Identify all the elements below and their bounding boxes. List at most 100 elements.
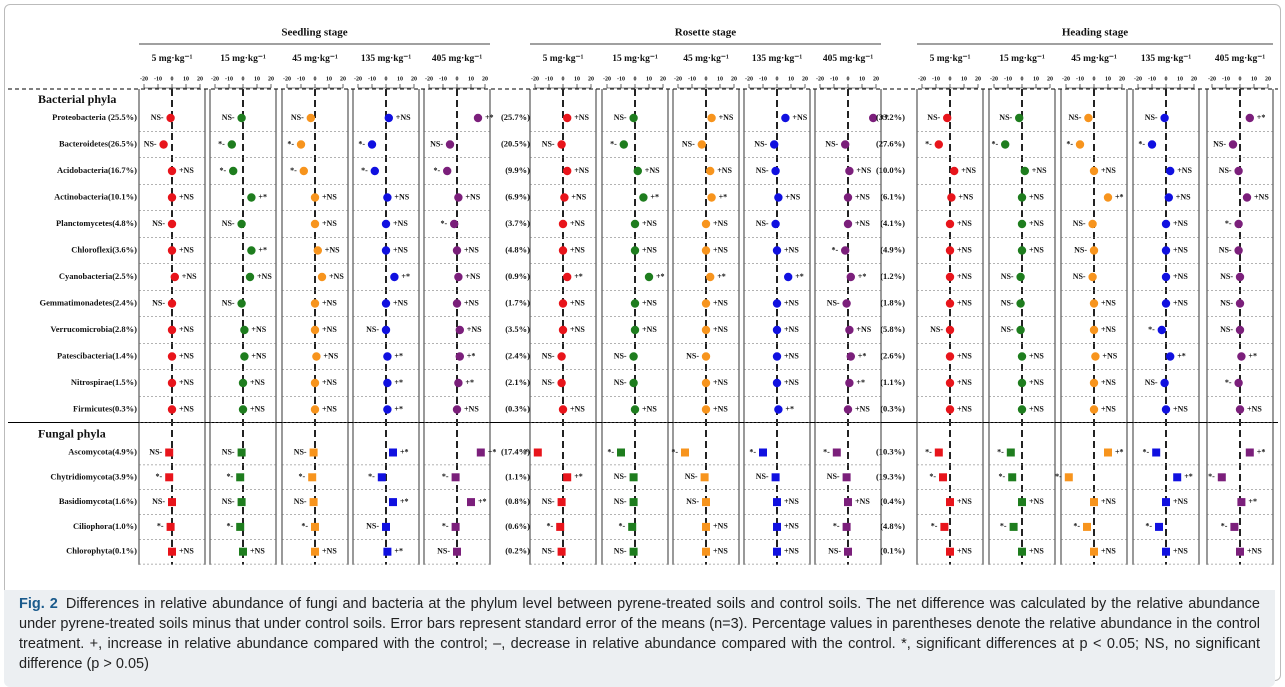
significance-label: NS-	[542, 139, 555, 148]
marker	[247, 246, 256, 255]
significance-label: +NS	[570, 325, 585, 334]
significance-label: *-	[931, 522, 938, 531]
marker	[869, 113, 878, 123]
marker	[1018, 498, 1026, 507]
marker	[443, 166, 452, 176]
marker	[310, 378, 320, 388]
control-percent: (2.1%)	[505, 377, 530, 387]
marker	[1006, 448, 1015, 457]
marker	[1017, 378, 1027, 388]
marker	[707, 113, 716, 123]
x-tick-label: -20	[283, 76, 291, 82]
marker	[617, 448, 625, 457]
marker	[167, 352, 177, 361]
x-tick-label: 20	[660, 76, 666, 82]
significance-label: +NS	[394, 192, 409, 201]
panel-label: 45 mg·kg⁻¹	[683, 54, 729, 64]
marker	[845, 166, 854, 176]
significance-label: +NS	[323, 351, 338, 360]
significance-label: +NS	[570, 404, 585, 413]
x-tick-label: 0	[847, 76, 850, 82]
row-label: Planctomycetes(4.8%)	[56, 218, 137, 228]
marker	[1237, 498, 1246, 507]
marker	[557, 547, 566, 556]
significance-label: +NS	[574, 113, 589, 122]
significance-label: NS-	[1073, 272, 1086, 281]
row-label: Actinobacteria(10.1%)	[54, 191, 137, 201]
x-tick-label: 20	[588, 76, 594, 82]
significance-label: +NS	[322, 192, 337, 201]
x-tick-label: 0	[1165, 76, 1168, 82]
marker	[701, 352, 711, 361]
significance-label: +*	[485, 113, 494, 122]
significance-label: *-	[156, 472, 163, 481]
significance-label: NS-	[1073, 219, 1086, 228]
marker	[701, 246, 711, 255]
significance-label: +*	[1257, 113, 1266, 122]
marker	[166, 113, 175, 123]
marker	[1075, 140, 1085, 149]
significance-label: *-	[301, 522, 308, 531]
significance-label: *-	[1055, 472, 1062, 481]
marker	[630, 246, 640, 255]
marker	[1089, 405, 1099, 414]
significance-label: +NS	[784, 351, 799, 360]
marker	[772, 352, 782, 361]
marker	[451, 473, 460, 482]
x-tick-label: 0	[1093, 76, 1096, 82]
significance-label: +NS	[957, 547, 972, 556]
row-label: Ascomycota(4.9%)	[68, 446, 137, 456]
significance-label: +NS	[961, 166, 976, 175]
significance-label: +NS	[1102, 351, 1117, 360]
significance-label: +NS	[1032, 166, 1047, 175]
control-percent: (1.2%)	[880, 271, 905, 281]
marker	[560, 193, 569, 202]
control-percent: (0.2%)	[505, 546, 530, 556]
marker	[563, 272, 572, 282]
significance-label: +NS	[1173, 272, 1188, 281]
significance-label: +*	[400, 497, 409, 506]
marker	[950, 166, 959, 176]
significance-label: +*	[1184, 472, 1193, 481]
marker	[170, 272, 179, 282]
marker	[1008, 473, 1017, 482]
x-tick-label: -10	[545, 76, 553, 82]
marker	[167, 246, 177, 255]
significance-label: +NS	[713, 378, 728, 387]
marker	[633, 166, 642, 176]
significance-label: NS-	[222, 219, 235, 228]
x-tick-label: -20	[674, 76, 682, 82]
significance-label: +NS	[856, 325, 871, 334]
marker	[308, 473, 317, 482]
marker	[313, 246, 322, 255]
marker	[1164, 193, 1174, 202]
marker	[236, 473, 245, 482]
marker	[455, 325, 464, 335]
marker	[1161, 219, 1171, 229]
significance-label: NS-	[614, 547, 627, 556]
marker	[707, 193, 716, 202]
significance-label: +NS	[250, 404, 265, 413]
significance-label: +NS	[784, 325, 799, 334]
marker	[1157, 325, 1167, 335]
significance-label: NS-	[828, 547, 841, 556]
x-tick-label: 20	[1265, 76, 1271, 82]
marker	[1166, 166, 1175, 176]
significance-label: +NS	[1173, 245, 1188, 254]
significance-label: +NS	[713, 325, 728, 334]
marker	[644, 272, 654, 282]
marker	[445, 140, 455, 149]
significance-label: +NS	[1029, 547, 1044, 556]
significance-label: NS-	[1001, 298, 1014, 307]
significance-label: +*	[717, 272, 726, 281]
significance-label: *-	[361, 166, 368, 175]
marker	[629, 473, 638, 482]
marker	[842, 473, 851, 482]
significance-label: NS-	[614, 378, 627, 387]
marker	[772, 299, 782, 308]
significance-label: NS-	[542, 497, 555, 506]
significance-label: *-	[1225, 378, 1232, 387]
marker	[701, 325, 711, 335]
marker	[842, 299, 851, 308]
significance-label: +NS	[784, 497, 799, 506]
